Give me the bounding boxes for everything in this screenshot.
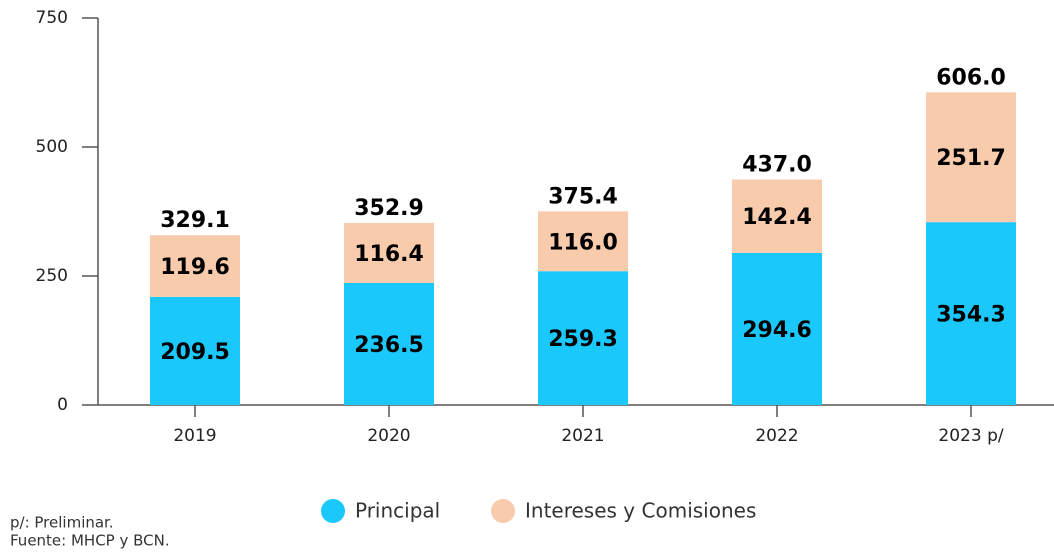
x-tick-label: 2021	[561, 426, 604, 446]
bar-segment	[344, 282, 434, 405]
bar-segment	[344, 222, 434, 283]
data-label: 259.3	[548, 327, 618, 352]
data-label: 116.4	[354, 242, 424, 267]
data-label: 251.7	[936, 146, 1006, 171]
total-label: 437.0	[742, 153, 812, 178]
bar-segment	[538, 271, 628, 405]
legend-label: Intereses y Comisiones	[525, 499, 756, 523]
data-label: 294.6	[742, 318, 812, 343]
data-label: 142.4	[742, 205, 812, 230]
legend-label: Principal	[355, 499, 440, 523]
total-label: 329.1	[160, 208, 230, 233]
total-label: 375.4	[548, 184, 618, 209]
data-label: 209.5	[160, 340, 230, 365]
bar-segment	[732, 179, 822, 253]
bar-segment	[732, 252, 822, 405]
footnote: p/: Preliminar.	[10, 514, 114, 532]
total-label: 606.0	[936, 65, 1006, 90]
x-tick-label: 2023 p/	[938, 426, 1003, 446]
y-tick-label: 500	[36, 137, 68, 157]
y-tick-label: 750	[36, 8, 68, 28]
bar-segment	[926, 222, 1016, 405]
data-label: 354.3	[936, 303, 1006, 328]
x-tick-label: 2019	[173, 426, 216, 446]
y-tick-label: 0	[57, 395, 68, 415]
data-label: 236.5	[354, 333, 424, 358]
bar-segment	[926, 92, 1016, 223]
x-tick-label: 2022	[755, 426, 798, 446]
data-label: 119.6	[160, 255, 230, 280]
bar-segment	[150, 296, 240, 405]
bar-segment	[538, 211, 628, 272]
legend-swatch	[321, 499, 345, 523]
legend-swatch	[491, 499, 515, 523]
bar-segment	[150, 235, 240, 297]
data-label: 116.0	[548, 230, 618, 255]
footnote: Fuente: MHCP y BCN.	[10, 532, 170, 550]
x-tick-label: 2020	[367, 426, 410, 446]
total-label: 352.9	[354, 196, 424, 221]
y-tick-label: 250	[36, 266, 68, 286]
